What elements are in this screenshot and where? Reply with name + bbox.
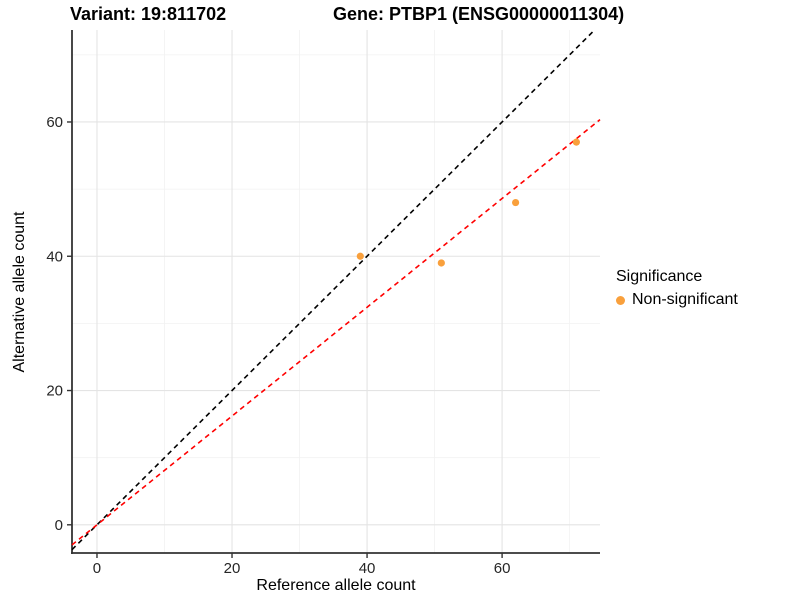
variant-title: Variant: 19:811702 bbox=[70, 4, 227, 24]
legend: Significance Non-significant bbox=[616, 268, 738, 309]
y-axis-title: Alternative allele count bbox=[11, 211, 28, 373]
data-point bbox=[512, 198, 520, 207]
x-tick-label: 40 bbox=[359, 560, 376, 577]
data-point bbox=[356, 252, 364, 260]
legend-swatch-dot bbox=[616, 295, 625, 305]
x-tick-label: 60 bbox=[494, 560, 511, 577]
x-axis-title: Reference allele count bbox=[256, 577, 416, 594]
x-tick-label: 20 bbox=[224, 560, 241, 577]
x-tick-label: 0 bbox=[93, 560, 101, 577]
data-point bbox=[572, 138, 580, 146]
legend-item-label: Non-significant bbox=[632, 291, 738, 308]
legend-item-non-significant: Non-significant bbox=[616, 291, 738, 309]
gene-title: Gene: PTBP1 (ENSG00000011304) bbox=[333, 4, 625, 24]
y-tick-label: 20 bbox=[46, 383, 63, 400]
data-point bbox=[437, 259, 445, 267]
y-tick-label: 40 bbox=[46, 248, 63, 265]
y-tick-label: 60 bbox=[46, 114, 63, 131]
identity-line bbox=[71, 29, 596, 551]
y-tick-label: 0 bbox=[55, 517, 63, 534]
legend-title: Significance bbox=[616, 268, 703, 285]
fit-line bbox=[71, 119, 601, 546]
